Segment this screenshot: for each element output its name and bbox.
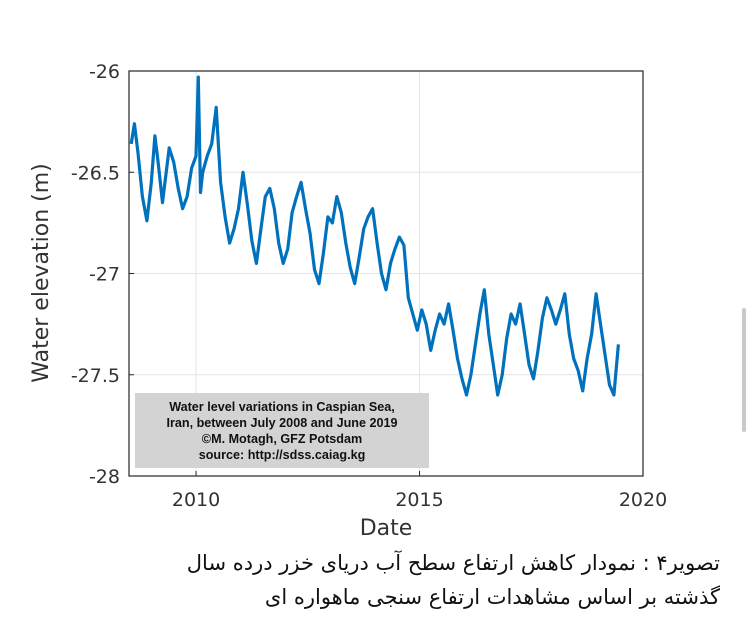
y-tick-label: -28 — [89, 466, 120, 488]
annotation-line: source: http://sdss.caiag.kg — [199, 448, 366, 462]
water-level-chart: -26 -26.5 -27 -27.5 -28 2010 2015 2020 Water l… — [29, 61, 667, 541]
scrollbar[interactable] — [742, 308, 746, 432]
annotation-line: ©M. Motagh, GFZ Potsdam — [202, 432, 362, 446]
y-ticks: -26 -26.5 -27 -27.5 -28 — [71, 61, 134, 488]
annotation-box: Water level variations in Caspian Sea, I… — [135, 393, 429, 468]
figure-caption: تصویر۴ : نمودار کاهش ارتفاع سطح آب دریای… — [0, 546, 720, 614]
x-axis-label: Date — [360, 516, 413, 541]
caption-line-2: گذشته بر اساس مشاهدات ارتفاع سنجی ماهوار… — [264, 585, 720, 609]
series-line — [129, 75, 620, 397]
y-tick-label: -26 — [89, 61, 120, 83]
y-tick-label: -27.5 — [71, 365, 120, 387]
annotation-line: Iran, between July 2008 and June 2019 — [167, 416, 398, 430]
y-tick-label: -27 — [89, 264, 120, 286]
caption-line-1: تصویر۴ : نمودار کاهش ارتفاع سطح آب دریای… — [186, 551, 720, 575]
y-tick-label: -26.5 — [71, 162, 120, 184]
x-tick-label: 2015 — [395, 489, 443, 511]
x-tick-label: 2020 — [619, 489, 667, 511]
x-ticks: 2010 2015 2020 — [172, 471, 667, 511]
x-tick-label: 2010 — [172, 489, 220, 511]
y-axis-label: Water elevation (m) — [29, 163, 54, 382]
annotation-line: Water level variations in Caspian Sea, — [169, 400, 395, 414]
